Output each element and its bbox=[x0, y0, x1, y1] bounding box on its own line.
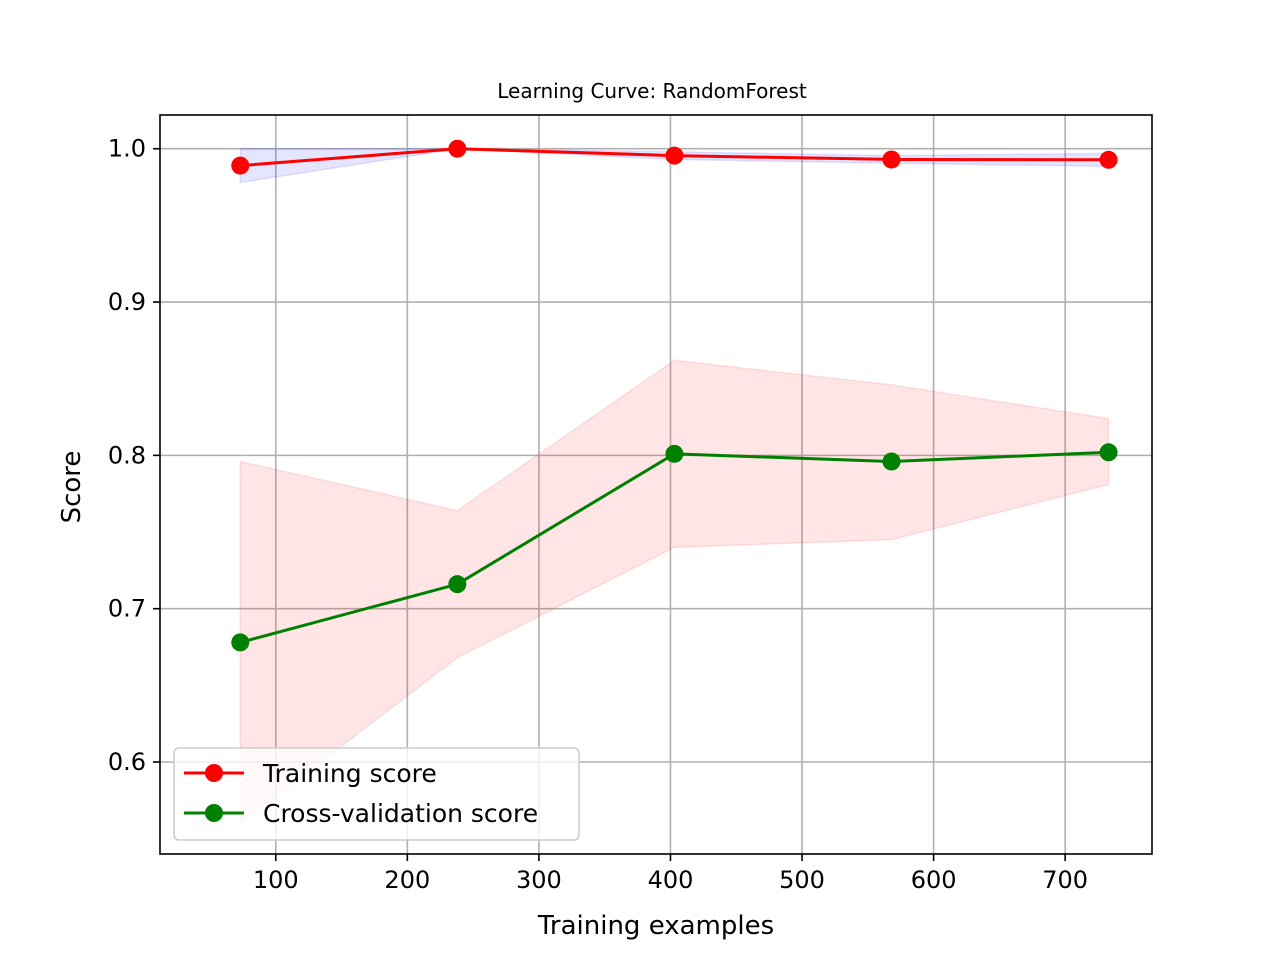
legend-label-training: Training score bbox=[262, 759, 437, 788]
legend-marker-training bbox=[205, 764, 223, 782]
x-tick-label: 500 bbox=[779, 866, 825, 894]
legend-box bbox=[173, 747, 580, 841]
cross-validation-score-band bbox=[239, 359, 1110, 825]
legend: Training score Cross-validation score bbox=[173, 747, 580, 841]
cross-validation-score-point bbox=[1099, 443, 1118, 462]
chart-title: Learning Curve: RandomForest bbox=[497, 79, 807, 103]
x-tick-label: 700 bbox=[1042, 866, 1088, 894]
plot-frame bbox=[159, 114, 1153, 855]
x-axis-label: Training examples bbox=[537, 911, 774, 941]
y-tick-label: 0.9 bbox=[108, 288, 146, 316]
y-tick-label: 1.0 bbox=[108, 135, 146, 163]
x-tick-label: 400 bbox=[648, 866, 694, 894]
cross-validation-score-point bbox=[448, 575, 467, 594]
legend-label-cross-validation: Cross-validation score bbox=[263, 799, 538, 828]
y-axis-label: Score bbox=[57, 451, 87, 524]
training-score-point bbox=[882, 150, 901, 169]
training-score-point bbox=[231, 156, 250, 175]
y-tick-label: 0.6 bbox=[108, 748, 146, 776]
training-score-point bbox=[1099, 150, 1118, 169]
cross-validation-score-point bbox=[882, 452, 901, 471]
y-tick-label: 0.8 bbox=[108, 441, 146, 469]
x-tick-label: 600 bbox=[911, 866, 957, 894]
cross-validation-score-point bbox=[665, 444, 684, 463]
y-axis-ticks: 0.6 0.7 0.8 0.9 1.0 bbox=[108, 135, 160, 776]
x-axis-ticks: 100 200 300 400 500 600 700 bbox=[253, 854, 1088, 894]
series-lines bbox=[231, 139, 1118, 652]
x-tick-label: 200 bbox=[384, 866, 430, 894]
x-tick-label: 100 bbox=[253, 866, 299, 894]
cross-validation-score-point bbox=[231, 633, 250, 652]
legend-marker-cross-validation bbox=[205, 804, 223, 822]
training-score-point bbox=[665, 146, 684, 165]
y-tick-label: 0.7 bbox=[108, 595, 146, 623]
x-tick-label: 300 bbox=[516, 866, 562, 894]
training-score-point bbox=[448, 139, 467, 158]
